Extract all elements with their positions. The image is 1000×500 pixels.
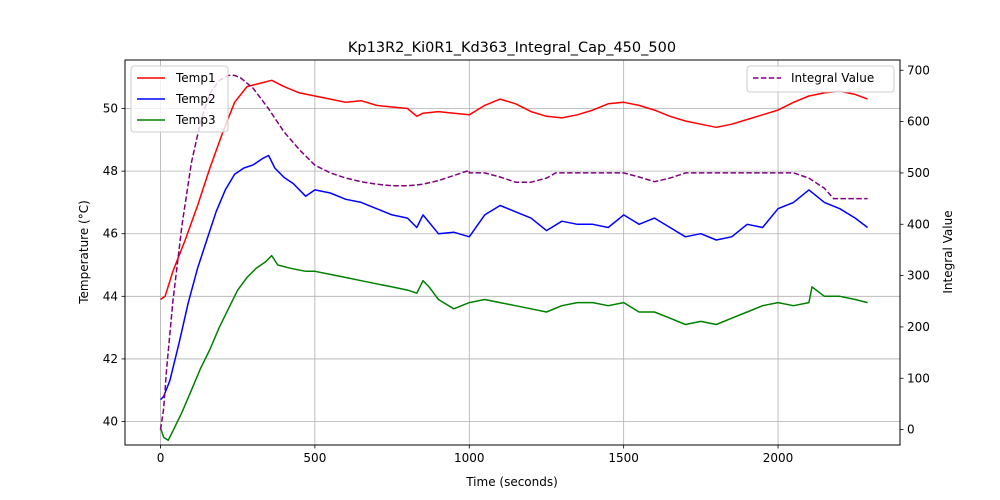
y-left-tick-label: 42 <box>103 352 118 366</box>
y-right-tick-label: 0 <box>907 423 915 437</box>
axis-ticks: 0 500 1000 1500 2000404244464850010020030040… <box>103 63 930 465</box>
legend-label-integral: Integral Value <box>791 71 874 85</box>
y-axis-right-label: Integral Value <box>941 210 955 293</box>
y-right-tick-label: 300 <box>907 269 930 283</box>
legend-label-temp2: Temp2 <box>175 92 216 106</box>
x-tick-label: 2000 <box>763 451 794 465</box>
series-line-temp2 <box>159 154 869 401</box>
y-left-tick-label: 48 <box>103 164 118 178</box>
y-left-tick-label: 44 <box>103 289 118 303</box>
y-right-tick-label: 200 <box>907 320 930 334</box>
y-right-tick-label: 700 <box>907 63 930 77</box>
y-axis-left-label: Temperature (°C) <box>77 200 91 305</box>
grid <box>125 60 900 445</box>
y-left-tick-label: 40 <box>103 415 118 429</box>
series-line-temp3 <box>159 254 868 442</box>
legend-temperatures: Temp1 Temp2 Temp3 <box>130 65 229 133</box>
plot-frame <box>124 59 901 446</box>
y-left-tick-label: 46 <box>103 227 118 241</box>
legend-label-temp1: Temp1 <box>175 71 216 85</box>
x-tick-label: 1000 <box>454 451 485 465</box>
legend-box <box>130 65 229 133</box>
y-left-tick-label: 50 <box>103 102 118 116</box>
series-line-temp1 <box>160 79 868 301</box>
y-right-tick-label: 500 <box>907 166 930 180</box>
legend-box <box>746 65 895 93</box>
x-tick-label: 1500 <box>608 451 639 465</box>
x-tick-label: 0 <box>157 451 165 465</box>
plot-lines <box>159 74 869 442</box>
x-axis-label: Time (seconds) <box>465 475 558 489</box>
y-right-tick-label: 100 <box>907 371 930 385</box>
y-right-tick-label: 600 <box>907 115 930 129</box>
x-tick-label: 500 <box>303 451 326 465</box>
legend-integral: Integral Value <box>746 65 895 93</box>
legend-label-temp3: Temp3 <box>175 113 216 127</box>
chart-title: Kp13R2_Ki0R1_Kd363_Integral_Cap_450_500 <box>348 40 676 56</box>
series-line-integral-value <box>159 74 868 430</box>
y-right-tick-label: 400 <box>907 217 930 231</box>
